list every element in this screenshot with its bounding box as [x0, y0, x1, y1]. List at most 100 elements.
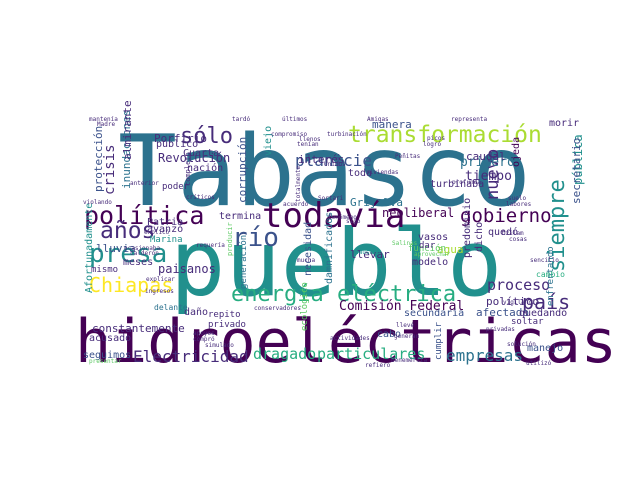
cloud-word-sigo: sigo [346, 218, 361, 225]
cloud-word-modelo: modelo [412, 257, 448, 268]
cloud-word-llevar: llevar [350, 248, 390, 261]
cloud-word-pueblo: pueblo [170, 210, 502, 317]
cloud-word-ingresos: ingresos [145, 288, 174, 295]
cloud-word-explicar: explicar [146, 276, 175, 283]
cloud-word-neoliberal: neoliberal [382, 206, 454, 220]
cloud-word-logró: logró [423, 141, 441, 148]
cloud-word-empresas: empresas [446, 346, 523, 365]
cloud-word-electricidad: Electricidad [133, 347, 249, 366]
cloud-word-tabasco: Tabasco [118, 115, 531, 229]
cloud-word-lluvia: lluvia [96, 242, 136, 255]
cloud-word-viviendas: viviendas [366, 169, 399, 176]
cloud-word-ecológico: ecológico [299, 282, 310, 331]
cloud-word-peñitas: Peñitas [395, 153, 421, 160]
cloud-word-morir: morir [549, 118, 579, 129]
cloud-word-patria: Patria [147, 217, 183, 228]
cloud-word-pública: pública [571, 134, 585, 185]
cloud-word-caudal: caudal [466, 150, 506, 163]
cloud-word-totalmente: totalmente [295, 165, 302, 202]
cloud-word-protección: protección [92, 126, 105, 192]
cloud-word-representa: representa [451, 116, 488, 123]
cloud-word-cosas: cosas [509, 236, 527, 243]
cloud-word-dar: dar [419, 241, 436, 251]
cloud-word-presentar: presentar [89, 358, 122, 365]
cloud-word-mismo: mismo [91, 265, 118, 275]
cloud-word-interés: interés [298, 153, 344, 166]
cloud-word-dicho: dicho [474, 222, 485, 252]
cloud-word-sencillo: sencillo [530, 257, 559, 264]
cloud-word-unidos: Unidos [324, 161, 346, 168]
cloud-word-cabo: cabo [377, 329, 401, 340]
cloud-word-paisanos: paisanos [158, 262, 216, 276]
cloud-word-meses: meses [123, 257, 153, 268]
cloud-word-político: político [486, 295, 539, 308]
cloud-word-años: años [100, 218, 155, 244]
cloud-word-tenían: tenían [297, 141, 319, 148]
cloud-word-picos: picos [427, 135, 445, 142]
cloud-word-calderón: calderón [130, 250, 159, 257]
cloud-word-hidroeléctricas: hidroeléctricas [75, 307, 617, 377]
cloud-word-requería: requería [196, 242, 225, 249]
cloud-word-río: río [232, 223, 279, 253]
cloud-word-acusado: acusado [89, 333, 131, 344]
cloud-word-porfirio: Porfirio [154, 132, 207, 145]
cloud-word-llenos: llenos [299, 136, 321, 143]
cloud-word-tardó: tardó [232, 116, 250, 123]
cloud-word-conservadores: conservadores [254, 305, 301, 312]
cloud-word-poder: poder [162, 182, 190, 192]
cloud-word-chiapas: Chiapas [89, 273, 173, 297]
cloud-word-actividades: actividades [330, 335, 370, 342]
cloud-word-cuarta: Cuarta [183, 148, 219, 159]
cloud-word-sortari: Sortari [318, 195, 344, 202]
cloud-word-labores: labores [506, 201, 532, 208]
cloud-word-benemérita: Benemérita [391, 357, 428, 364]
cloud-word-compró: compró [193, 336, 215, 343]
cloud-word-privadas: privadas [486, 326, 515, 333]
cloud-word-marina: Marina [150, 235, 183, 245]
cloud-word-corrupción: corrupción [236, 137, 249, 203]
cloud-word-revolución: Revolución [158, 151, 230, 165]
cloud-word-utilizó: utilizó [526, 360, 552, 367]
cloud-word-agua: agua [437, 243, 464, 256]
cloud-word-quedó: quedó [488, 226, 518, 238]
cloud-word-seguimos: seguimos [83, 350, 131, 361]
cloud-word-afortunadamente: Afortunadamente [84, 203, 95, 293]
cloud-word-almirante: almirante [121, 100, 134, 160]
cloud-word-vasos: vasos [418, 232, 448, 243]
cloud-word-solución: solución [507, 341, 536, 348]
cloud-word-enfrentando: enfrentando [546, 246, 556, 306]
cloud-word-política: política [84, 201, 204, 230]
cloud-word-siempre: siempre [545, 179, 570, 272]
cloud-word-damnificados: damnificados [324, 212, 335, 284]
cloud-word-explicó: explicó [144, 229, 170, 236]
cloud-word-presa: presa [89, 239, 167, 269]
cloud-word-simulado: simulado [205, 342, 234, 349]
cloud-word-quedando: quedando [519, 308, 567, 319]
cloud-word-cumplir: cumplir [434, 321, 444, 360]
cloud-word-país: país [522, 290, 570, 314]
cloud-word-manera: manera [372, 118, 412, 131]
cloud-word-constantemente: constantemente [92, 322, 185, 335]
cloud-word-función: función [408, 243, 446, 254]
cloud-word-turbinaba: turbinaba [430, 179, 484, 190]
cloud-word-suelo: suelo [508, 195, 526, 202]
cloud-word-sólo: sólo [180, 124, 233, 149]
cloud-word-acuerdo: acuerdo [283, 201, 309, 208]
cloud-word-llevé: llevé [396, 322, 414, 329]
cloud-word-nación: nación [187, 162, 223, 174]
cloud-word-termina: termina [219, 211, 261, 222]
cloud-background [75, 111, 575, 369]
cloud-word-anterior: anterior [130, 180, 159, 187]
cloud-word-tiempo: tiempo [465, 169, 512, 184]
cloud-word-generación: generación [238, 235, 249, 289]
cloud-word-turbinación: turbinación [327, 131, 367, 138]
cloud-word-refiero: refiero [365, 362, 391, 369]
cloud-word-gobierno: gobierno [460, 205, 552, 227]
cloud-word-generan: generan [394, 333, 420, 340]
cloud-word-completo: completo [184, 152, 192, 186]
cloud-word-comisión-federal: Comisión Federal [339, 299, 464, 314]
cloud-word-grijalva: Grijalva [350, 196, 403, 209]
cloud-word-delante: delante [154, 303, 188, 312]
cloud-word-amigas: Amigas [367, 116, 389, 123]
